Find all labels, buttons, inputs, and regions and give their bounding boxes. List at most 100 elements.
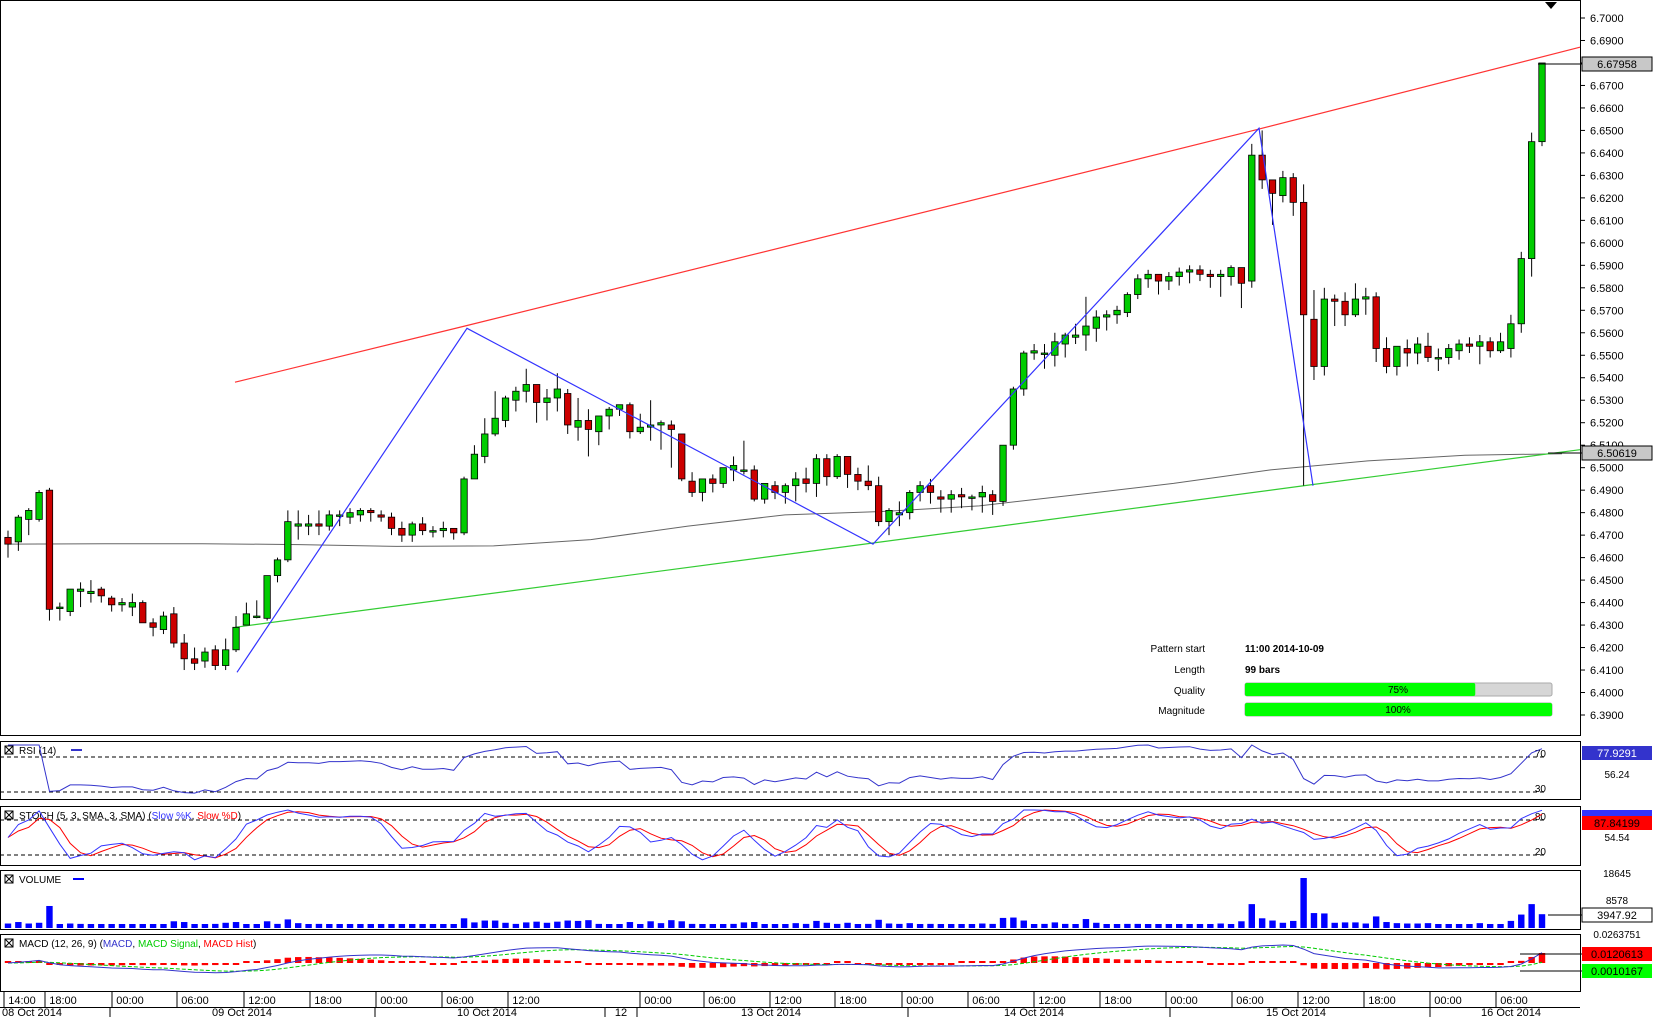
macd-hist-bar xyxy=(212,963,219,966)
macd-hist-bar xyxy=(1352,963,1359,969)
macd-hist-bar xyxy=(315,957,323,963)
volume-bar xyxy=(191,924,198,928)
volume-bar xyxy=(512,923,520,928)
candle xyxy=(833,454,841,479)
candle-body xyxy=(1507,323,1515,349)
macd-hist-bar xyxy=(419,961,426,963)
volume-bar xyxy=(1051,922,1059,928)
macd-hist-bar xyxy=(1196,961,1204,963)
volume-bar xyxy=(1165,924,1173,928)
macd-hist-bar xyxy=(989,961,996,963)
candle-body xyxy=(408,523,416,536)
candle xyxy=(408,521,416,542)
macd-hist-bar xyxy=(896,963,903,965)
candle-body xyxy=(1403,348,1411,354)
macd-hist-bar xyxy=(1445,963,1452,967)
chart-scroll-marker-icon[interactable] xyxy=(1545,2,1557,9)
stoch-mid-label: 54.54 xyxy=(1604,833,1629,844)
hour-label: 12:00 xyxy=(512,995,540,1007)
candle xyxy=(1310,290,1318,380)
hour-label: 06:00 xyxy=(1500,995,1528,1007)
volume-bar xyxy=(782,924,789,928)
resistance-line xyxy=(234,46,1581,383)
candle-body xyxy=(253,615,261,618)
candle-body xyxy=(843,456,852,475)
candle-body xyxy=(45,489,54,610)
volume-bar xyxy=(761,924,768,928)
candle xyxy=(4,530,12,558)
volume-bar xyxy=(1269,920,1276,928)
macd-hist-bar xyxy=(1424,963,1432,968)
volume-bar xyxy=(1414,923,1421,928)
candle-body xyxy=(211,649,219,666)
volume-bar xyxy=(927,923,934,928)
candle xyxy=(584,409,593,457)
candle-body xyxy=(501,397,510,421)
candle-body xyxy=(1071,334,1080,338)
stoch-k-line xyxy=(7,809,1543,861)
candle-body xyxy=(657,422,665,426)
macd-hist-bar xyxy=(1393,963,1401,969)
candle-body xyxy=(294,523,302,527)
candle xyxy=(439,521,447,538)
candle-body xyxy=(584,420,593,430)
candle-body xyxy=(574,420,582,428)
macd-value1-label: 0.0120613 xyxy=(1591,949,1643,961)
price-tick-label: 6.7000 xyxy=(1590,13,1624,25)
volume-bar xyxy=(315,923,323,928)
volume-bar xyxy=(771,924,779,928)
candle-body xyxy=(875,485,883,523)
volume-bar xyxy=(25,923,32,928)
macd-hist-bar xyxy=(1414,963,1421,968)
volume-bar xyxy=(916,924,924,928)
macd-hist-bar xyxy=(253,961,260,963)
macd-hist-bar xyxy=(1321,963,1328,969)
candle xyxy=(1476,335,1484,365)
candle-body xyxy=(1331,298,1339,302)
candle xyxy=(657,420,665,450)
macd-hist-bar xyxy=(771,963,779,966)
macd-hist-label: MACD Hist xyxy=(204,939,254,950)
price-tick-label: 6.4700 xyxy=(1590,530,1624,542)
stoch-value-label: 87.84199 xyxy=(1594,818,1640,830)
macd-hist-bar xyxy=(523,958,530,963)
pattern-start-label: Pattern start xyxy=(1151,644,1206,655)
magnitude-bar-fill xyxy=(1245,703,1552,716)
macd-hist-bar xyxy=(637,963,644,966)
volume-bar xyxy=(284,919,292,928)
hour-label: 00:00 xyxy=(116,995,144,1007)
volume-bar xyxy=(170,921,178,928)
macd-value2-label: 0.0010167 xyxy=(1591,966,1643,978)
volume-bar xyxy=(149,924,157,928)
macd-hist-bar xyxy=(1051,956,1059,963)
macd-hist-bar xyxy=(1258,961,1266,963)
volume-bar xyxy=(460,918,468,928)
macd-hist-bar xyxy=(574,961,582,963)
candle xyxy=(170,607,178,648)
candle xyxy=(1486,337,1494,358)
price-tick-label: 6.5900 xyxy=(1590,260,1624,272)
macd-hist-bar xyxy=(709,963,717,968)
candle xyxy=(211,645,219,671)
candle xyxy=(626,402,634,439)
volume-bar xyxy=(160,924,167,928)
macd-hist-bar xyxy=(906,963,913,965)
hour-label: 12:00 xyxy=(1302,995,1330,1007)
candle xyxy=(802,467,810,493)
macd-hist-bar xyxy=(968,961,976,963)
pattern-magnitude-label: Magnitude xyxy=(1158,706,1205,717)
candle-body xyxy=(304,523,313,527)
volume-bar xyxy=(253,924,260,928)
price-tick-label: 6.6700 xyxy=(1590,80,1624,92)
candle-body xyxy=(346,512,354,518)
candle-body xyxy=(418,523,427,532)
macd-hist-bar xyxy=(678,963,685,967)
volume-bar xyxy=(1103,924,1110,928)
volume-bar xyxy=(543,922,551,928)
candle xyxy=(1496,332,1505,354)
macd-hist-bar xyxy=(885,963,893,965)
candle xyxy=(843,456,852,488)
candle-body xyxy=(595,415,603,433)
volume-bar xyxy=(792,923,799,928)
volume-bar xyxy=(999,917,1007,928)
